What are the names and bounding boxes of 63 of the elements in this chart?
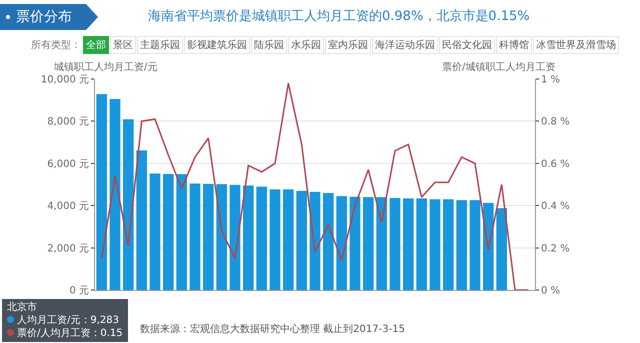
bar: [230, 184, 240, 290]
bar: [110, 99, 120, 290]
bar: [190, 183, 200, 290]
y2-axis-title: 票价/城镇职工人均月工资: [442, 61, 556, 73]
bar: [270, 189, 280, 290]
bar: [296, 190, 307, 290]
chart-title: 票价分布: [0, 4, 98, 30]
text: 陆乐园: [251, 36, 287, 54]
chart-subtitle: 海南省平均票价是城镇职工人均月工资的0.98%，北京市是0.15%: [148, 8, 530, 25]
bar: [176, 174, 187, 290]
text: 科博馆: [496, 36, 532, 54]
y-tick-label: 10,000 元: [40, 74, 89, 86]
y2-tick-label: 0.2 %: [541, 243, 570, 254]
text: 票价/人均月工资：0.15: [17, 328, 123, 339]
bar: [323, 192, 334, 290]
bar: [376, 197, 387, 290]
text: 所有类型：: [30, 38, 82, 53]
y-tick-label: 8,000 元: [47, 116, 89, 128]
text: 北京市: [7, 301, 38, 314]
bar: [390, 198, 400, 290]
bar: [443, 199, 454, 290]
text: 人均月工资/元：9,283: [17, 315, 119, 326]
y2-tick-label: 1 %: [541, 74, 560, 86]
text: 主题乐园: [137, 36, 183, 54]
text: 水乐园: [288, 36, 324, 54]
y-tick-label: 0 元: [69, 286, 89, 296]
bar: [150, 174, 160, 290]
bar: [136, 150, 147, 290]
bar: [350, 196, 360, 290]
y2-tick-label: 0 %: [541, 286, 560, 296]
bar: [496, 208, 507, 290]
bar: [216, 184, 227, 290]
text: 海洋运动乐园: [372, 36, 438, 54]
bar: [456, 200, 467, 290]
bar: [403, 198, 414, 290]
y-tick-label: 2,000 元: [47, 243, 89, 254]
text: 冰雪世界及滑雪场: [533, 36, 619, 54]
bar: [256, 186, 267, 290]
bar: [163, 174, 174, 290]
bar: [416, 198, 427, 290]
y2-tick-label: 0.6 %: [541, 158, 570, 170]
bar: [363, 197, 374, 290]
bar: [243, 186, 254, 290]
text: 景区: [110, 36, 136, 54]
y-axis-title: 城镇职工人均月工资/元: [53, 61, 158, 73]
text: 影视建筑乐园: [184, 36, 250, 54]
source-note: 数据来源：宏观信息大数据研究中心整理 截止到2017-3-15: [140, 322, 405, 336]
y-tick-label: 6,000 元: [47, 158, 89, 170]
bar: [283, 189, 294, 290]
line-series: [100, 82, 530, 290]
bar: [430, 199, 440, 290]
text: 室内乐园: [325, 36, 371, 54]
y-tick-label: 4,000 元: [47, 201, 89, 212]
bar: [310, 192, 320, 290]
bar: [336, 196, 347, 290]
bar: [96, 94, 107, 290]
bar: [470, 200, 480, 290]
bar: [203, 184, 214, 290]
text: 全部: [83, 36, 109, 54]
text: 民俗文化园: [439, 36, 495, 54]
bar: [123, 119, 134, 290]
y2-tick-label: 0.4 %: [541, 201, 570, 212]
y2-tick-label: 0.8 %: [541, 116, 570, 128]
